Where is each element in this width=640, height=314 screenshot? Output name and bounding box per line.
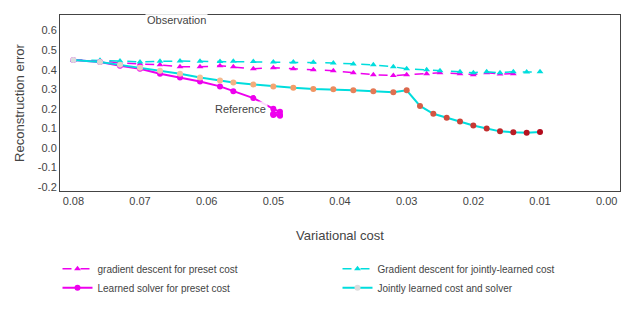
svg-text:0.01: 0.01 xyxy=(529,195,550,207)
svg-text:0.06: 0.06 xyxy=(196,195,217,207)
svg-text:gradient descent for preset co: gradient descent for preset cost xyxy=(98,264,238,275)
svg-text:0.04: 0.04 xyxy=(329,195,350,207)
svg-text:0.02: 0.02 xyxy=(463,195,484,207)
svg-text:0.07: 0.07 xyxy=(129,195,150,207)
svg-text:0.3: 0.3 xyxy=(42,83,57,95)
svg-text:-0.2: -0.2 xyxy=(38,181,57,193)
svg-text:Observation: Observation xyxy=(147,14,206,26)
svg-text:0.00: 0.00 xyxy=(596,195,617,207)
svg-text:0.5: 0.5 xyxy=(42,44,57,56)
svg-text:Gradient descent for jointly-l: Gradient descent for jointly-learned cos… xyxy=(378,264,555,275)
svg-text:Variational cost: Variational cost xyxy=(296,228,384,243)
svg-text:0.08: 0.08 xyxy=(63,195,84,207)
svg-text:Jointly learned cost and solve: Jointly learned cost and solver xyxy=(378,283,513,294)
svg-text:0.0: 0.0 xyxy=(42,142,57,154)
svg-text:0.05: 0.05 xyxy=(263,195,284,207)
svg-text:Learned solver for preset cost: Learned solver for preset cost xyxy=(98,283,231,294)
svg-text:0.6: 0.6 xyxy=(42,24,57,36)
svg-text:0.4: 0.4 xyxy=(42,64,57,76)
svg-text:Reference: Reference xyxy=(215,103,266,115)
svg-text:0.1: 0.1 xyxy=(42,122,57,134)
svg-text:Reconstruction error: Reconstruction error xyxy=(12,43,27,161)
svg-text:0.03: 0.03 xyxy=(396,195,417,207)
svg-text:0.2: 0.2 xyxy=(42,103,57,115)
svg-text:-0.1: -0.1 xyxy=(38,161,57,173)
